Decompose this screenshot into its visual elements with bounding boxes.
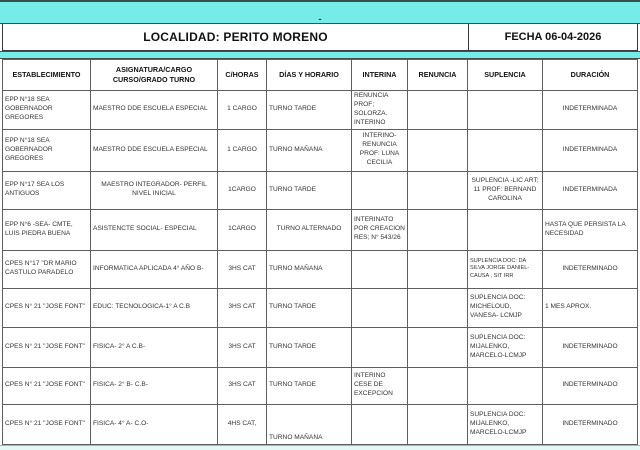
cell-interina	[351, 170, 408, 210]
cell-dias: TURNO MAÑANA	[266, 403, 352, 445]
cell-asignatura: MAESTRO DDE ESCUELA ESPECIAL	[90, 128, 218, 172]
col-header-suplencia: SUPLENCIA	[467, 59, 543, 91]
col-header-renuncia: RENUNCIA	[407, 59, 468, 91]
cell-suplencia	[467, 366, 543, 405]
cell-duracion: INDETERMINADA	[542, 128, 638, 172]
cell-interina	[351, 249, 408, 289]
cell-suplencia	[467, 90, 543, 130]
cell-renuncia	[407, 208, 468, 251]
cell-establecimiento: CPES N° 21 "JOSE FONT"	[2, 403, 91, 445]
table-row: CPES N° 21 "JOSE FONT" EDUC: TECNOLOGICA…	[2, 287, 638, 328]
vacancies-table: ESTABLECIMIENTO ASIGNATURA/CARGO CURSO/G…	[2, 59, 638, 445]
cell-dias: TURNO TARDE	[266, 366, 352, 405]
cell-asignatura: MAESTRO DDE ESCUELA ESPECIAL	[90, 90, 218, 130]
cell-horas: 3HS CAT	[217, 366, 267, 405]
cell-interina	[351, 326, 408, 368]
table-row: EPP N°17 SEA LOS ANTIGUOS MAESTRO INTEGR…	[2, 170, 638, 210]
cell-duracion: INDETERMINADO	[542, 326, 638, 368]
cell-duracion: INDETERMINADO	[542, 366, 638, 405]
cell-dias: TURNO TARDE	[266, 170, 352, 210]
bottom-teal-strip	[0, 444, 640, 450]
cell-suplencia: SUPLENCIA DOC: MIJALENKO, MARCELO-LCMJP	[467, 403, 543, 445]
cell-interina: INTERINO CESE DE EXCEPCION	[351, 366, 408, 405]
cell-establecimiento: CPES N° 21 "JOSE FONT"	[2, 366, 91, 405]
table-row: EPP N°18 SEA GOBERNADOR GREGORES MAESTRO…	[2, 128, 638, 172]
cell-asignatura: EDUC: TECNOLOGICA-1° A C.B	[90, 287, 218, 328]
cell-dias: TURNO ALTERNADO	[266, 208, 352, 251]
cell-interina: INTERINO- RENUNCIA PROF: LUNA CECILIA	[351, 128, 408, 172]
col-header-dias: DÍAS Y HORARIO	[266, 59, 352, 91]
cell-dias: TURNO MAÑANA	[266, 128, 352, 172]
cell-asignatura: FISICA- 2° A C.B-	[90, 326, 218, 368]
cell-suplencia: SUPLENCIA DOC: MICHELOUD, VANESA- LCMJP	[467, 287, 543, 328]
cell-establecimiento: EPP N°6 -SEA- CMTE, LUIS PIEDRA BUENA	[2, 208, 91, 251]
cell-dias: TURNO TARDE	[266, 90, 352, 130]
fecha-label: FECHA 06-04-2026	[469, 24, 638, 50]
cell-suplencia	[467, 128, 543, 172]
table-row: CPES N° 21 "JOSE FONT" FISICA- 2° B- C.B…	[2, 366, 638, 405]
cell-duracion: INDETERMINADA	[542, 170, 638, 210]
table-row: EPP N°18 SEA GOBERNADOR GREGORES MAESTRO…	[2, 90, 638, 130]
col-header-duracion: DURACIÓN	[542, 59, 638, 91]
cell-horas: 3HS CAT	[217, 326, 267, 368]
cell-asignatura: FISICA- 4° A- C.O-	[90, 403, 218, 445]
cell-renuncia	[407, 287, 468, 328]
cell-interina: INTERINATO POR CREACION RES; N° 543/26	[351, 208, 408, 251]
cell-duracion: HASTA QUE PERSISTA LA NECESIDAD	[542, 208, 638, 251]
cell-asignatura: INFORMATICA APLICADA 4° AÑO B-	[90, 249, 218, 289]
table-row: CPES N° 21 "JOSE FONT" FISICA- 2° A C.B-…	[2, 326, 638, 368]
cell-renuncia	[407, 128, 468, 172]
cell-suplencia: SUPLENCIA DOC: DA SILVA JORGE DANIEL-CAU…	[467, 249, 543, 289]
cell-horas: 1CARGO	[217, 208, 267, 251]
cell-suplencia	[467, 208, 543, 251]
top-teal-band: -	[0, 0, 640, 24]
cell-establecimiento: EPP N°17 SEA LOS ANTIGUOS	[2, 170, 91, 210]
top-band-dash: -	[318, 14, 322, 24]
col-header-interina: INTERINA	[351, 59, 408, 91]
col-header-establecimiento: ESTABLECIMIENTO	[2, 59, 91, 91]
cell-establecimiento: CPES N° 21 "JOSE FONT"	[2, 326, 91, 368]
cell-establecimiento: CPES N° 21 "JOSE FONT"	[2, 287, 91, 328]
cell-suplencia: SUPLENCIA -LIC ART; 11 PROF: BERNAND CAR…	[467, 170, 543, 210]
cell-asignatura: MAESTRO INTEGRADOR- PERFIL NIVEL INICIAL	[90, 170, 218, 210]
table-header-row: ESTABLECIMIENTO ASIGNATURA/CARGO CURSO/G…	[2, 59, 638, 91]
cell-asignatura: ASISTENCTE SOCIAL- ESPECIAL	[90, 208, 218, 251]
cell-renuncia	[407, 403, 468, 445]
cell-dias: TURNO TARDE	[266, 287, 352, 328]
cell-duracion: INDETERMINADO	[542, 403, 638, 445]
cell-dias: TURNO MAÑANA	[266, 249, 352, 289]
cell-dias: TURNO TARDE	[266, 326, 352, 368]
cell-renuncia	[407, 170, 468, 210]
cell-renuncia	[407, 326, 468, 368]
cell-renuncia	[407, 249, 468, 289]
cell-suplencia: SUPLENCIA DOC: MIJALENKO, MARCELO-LCMJP	[467, 326, 543, 368]
cell-interina: RENUNCIA PROF; SOLORZA. INTERINO	[351, 90, 408, 130]
table-row: CPES N° 21 "JOSE FONT" FISICA- 4° A- C.O…	[2, 403, 638, 445]
cell-horas: 1CARGO	[217, 170, 267, 210]
cell-horas: 1 CARGO	[217, 90, 267, 130]
cell-horas: 3HS CAT	[217, 287, 267, 328]
cell-interina	[351, 287, 408, 328]
cell-horas: 1 CARGO	[217, 128, 267, 172]
cell-establecimiento: CPES N°17 "DR MARIO CASTULO PARADELO	[2, 249, 91, 289]
cell-establecimiento: EPP N°18 SEA GOBERNADOR GREGORES	[2, 128, 91, 172]
col-header-asignatura: ASIGNATURA/CARGO CURSO/GRADO TURNO	[90, 59, 218, 91]
teal-divider	[0, 51, 640, 59]
cell-duracion: INDETERMINADO	[542, 249, 638, 289]
cell-horas: 3HS CAT	[217, 249, 267, 289]
localidad-title: LOCALIDAD: PERITO MORENO	[2, 24, 469, 50]
cell-duracion: INDETERMINADA	[542, 90, 638, 130]
cell-renuncia	[407, 366, 468, 405]
title-row: LOCALIDAD: PERITO MORENO FECHA 06-04-202…	[2, 24, 638, 51]
col-header-choras: C/HORAS	[217, 59, 267, 91]
cell-asignatura: FISICA- 2° B- C.B-	[90, 366, 218, 405]
table-row: EPP N°6 -SEA- CMTE, LUIS PIEDRA BUENA AS…	[2, 208, 638, 251]
cell-establecimiento: EPP N°18 SEA GOBERNADOR GREGORES	[2, 90, 91, 130]
cell-horas: 4HS CAT,	[217, 403, 267, 445]
cell-renuncia	[407, 90, 468, 130]
cell-duracion: 1 MES APROX.	[542, 287, 638, 328]
cell-interina	[351, 403, 408, 445]
table-row: CPES N°17 "DR MARIO CASTULO PARADELO INF…	[2, 249, 638, 289]
